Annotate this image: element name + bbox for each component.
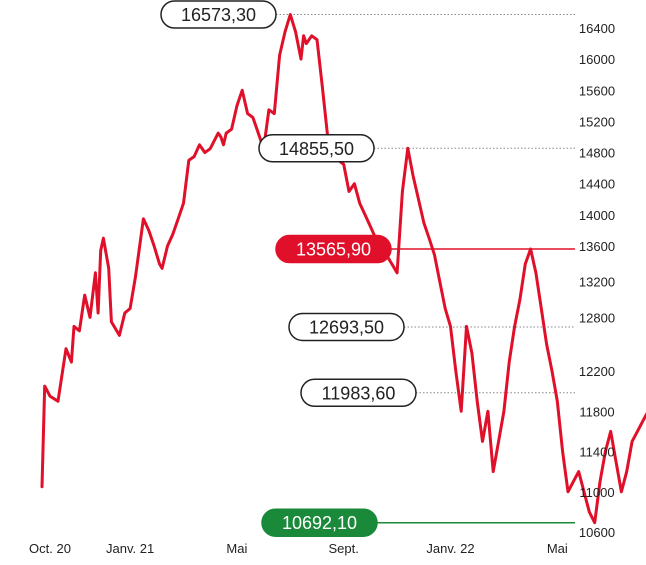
series-layer <box>40 13 646 525</box>
x-tick-label: Mai <box>547 541 568 556</box>
x-tick-label: Mai <box>226 541 247 556</box>
y-tick-label: 14400 <box>579 177 615 192</box>
x-tick-label: Oct. 20 <box>29 541 71 556</box>
y-tick-label: 10600 <box>579 525 615 540</box>
y-tick-label: 13200 <box>579 275 615 290</box>
y-tick-label: 11000 <box>579 485 614 500</box>
callout-label: 16573,30 <box>181 5 256 25</box>
y-tick-label: 11400 <box>579 445 614 460</box>
value-callouts: 16573,30 14855,50 13565,90 12693,50 11983,60… <box>160 0 417 537</box>
y-tick-label: 12200 <box>579 364 615 379</box>
callout-box <box>275 234 392 264</box>
x-tick-label: Sept. <box>329 541 359 556</box>
y-tick-label: 14000 <box>579 208 615 223</box>
callout-label: 12693,50 <box>309 317 384 337</box>
y-axis: 10600 11000 11400 11800 12200 12800 13200 13600… <box>579 21 615 540</box>
callout-label: 10692,10 <box>282 513 357 533</box>
callout-box <box>258 134 375 163</box>
callout-box <box>160 0 277 29</box>
y-tick-label: 15200 <box>579 114 615 129</box>
callout-box <box>300 378 417 408</box>
reference-lines <box>276 14 575 524</box>
y-tick-label: 15600 <box>579 83 615 98</box>
y-tick-label: 11800 <box>579 404 614 419</box>
callout-box <box>288 312 405 342</box>
y-tick-label: 13600 <box>579 239 615 254</box>
y-tick-label: 14800 <box>579 146 615 161</box>
callout-box <box>261 508 378 537</box>
y-tick-label: 16000 <box>579 52 615 67</box>
callout-label: 13565,90 <box>296 240 371 260</box>
series-line <box>40 13 646 525</box>
callout-label: 11983,60 <box>322 383 396 403</box>
y-tick-label: 12800 <box>579 310 615 325</box>
x-tick-label: Janv. 21 <box>106 541 154 556</box>
x-tick-label: Janv. 22 <box>426 541 474 556</box>
y-tick-label: 16400 <box>579 21 615 36</box>
callout-label: 14855,50 <box>279 139 354 159</box>
